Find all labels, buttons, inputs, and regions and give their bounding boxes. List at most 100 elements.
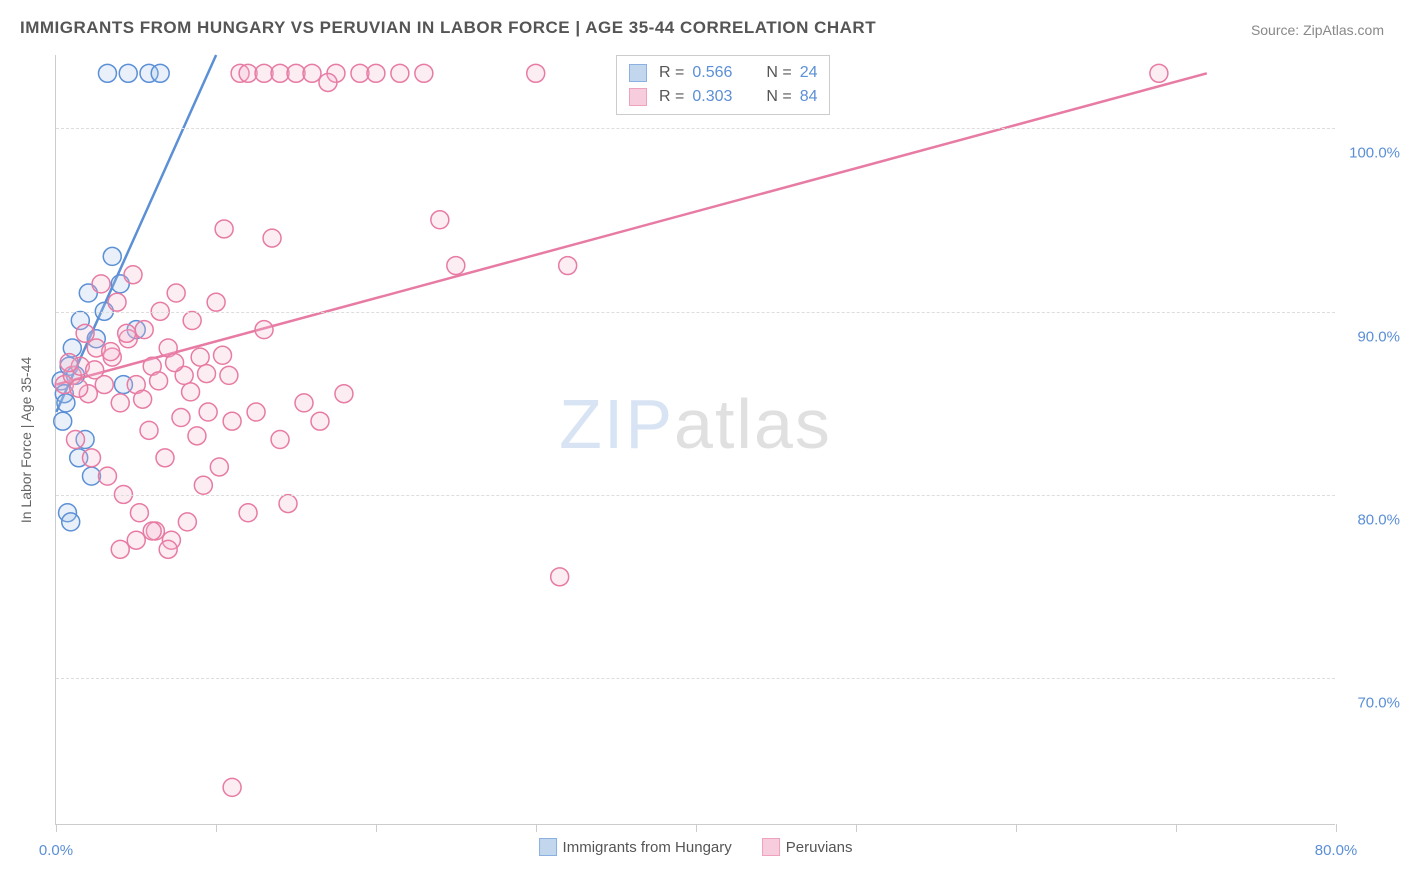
data-point-peruvian [191, 348, 209, 366]
data-point-peruvian [98, 467, 116, 485]
data-point-peruvian [215, 220, 233, 238]
data-point-hungary [151, 64, 169, 82]
data-point-peruvian [335, 385, 353, 403]
r-label: R = [659, 61, 684, 85]
data-point-hungary [57, 394, 75, 412]
data-point-peruvian [239, 504, 257, 522]
data-point-peruvian [76, 324, 94, 342]
data-point-peruvian [150, 372, 168, 390]
legend-label: Peruvians [786, 839, 853, 856]
data-point-peruvian [183, 311, 201, 329]
data-point-peruvian [1150, 64, 1168, 82]
data-point-peruvian [551, 568, 569, 586]
data-point-peruvian [559, 257, 577, 275]
gridline [56, 495, 1335, 496]
data-point-peruvian [124, 266, 142, 284]
data-point-peruvian [111, 394, 129, 412]
y-axis-label: In Labor Force | Age 35-44 [18, 356, 34, 522]
data-point-peruvian [134, 390, 152, 408]
x-tick [56, 824, 57, 832]
data-point-peruvian [271, 431, 289, 449]
data-point-peruvian [431, 211, 449, 229]
data-point-peruvian [118, 324, 136, 342]
data-point-peruvian [319, 73, 337, 91]
data-point-hungary [98, 64, 116, 82]
data-point-peruvian [86, 361, 104, 379]
data-point-peruvian [111, 540, 129, 558]
data-point-peruvian [130, 504, 148, 522]
y-tick-label: 90.0% [1357, 328, 1400, 345]
data-point-peruvian [178, 513, 196, 531]
data-point-peruvian [527, 64, 545, 82]
legend-correlation-box: R = 0.566 N = 24 R = 0.303 N = 84 [616, 55, 830, 115]
legend-swatch-icon [629, 64, 647, 82]
data-point-peruvian [263, 229, 281, 247]
data-point-hungary [54, 412, 72, 430]
data-point-peruvian [143, 522, 161, 540]
data-point-peruvian [303, 64, 321, 82]
data-point-peruvian [210, 458, 228, 476]
data-point-peruvian [367, 64, 385, 82]
data-point-peruvian [92, 275, 110, 293]
r-value: 0.566 [692, 61, 748, 85]
chart-svg [56, 55, 1335, 824]
chart-title: IMMIGRANTS FROM HUNGARY VS PERUVIAN IN L… [20, 18, 876, 38]
x-minor-tick [536, 824, 537, 832]
legend-swatch-icon [762, 838, 780, 856]
data-point-peruvian [447, 257, 465, 275]
data-point-hungary [62, 513, 80, 531]
data-point-peruvian [135, 321, 153, 339]
x-minor-tick [856, 824, 857, 832]
gridline [56, 312, 1335, 313]
x-tick [1336, 824, 1337, 832]
data-point-peruvian [67, 431, 85, 449]
y-tick-label: 70.0% [1357, 695, 1400, 712]
data-point-peruvian [167, 284, 185, 302]
data-point-peruvian [199, 403, 217, 421]
r-label: R = [659, 85, 684, 109]
data-point-peruvian [311, 412, 329, 430]
legend-item-peruvian: Peruvians [762, 838, 853, 856]
data-point-peruvian [127, 531, 145, 549]
data-point-peruvian [60, 354, 78, 372]
n-label: N = [766, 85, 791, 109]
data-point-peruvian [295, 394, 313, 412]
legend-swatch-icon [629, 88, 647, 106]
data-point-peruvian [172, 409, 190, 427]
legend-row-peruvian: R = 0.303 N = 84 [629, 85, 817, 109]
x-tick-label: 0.0% [39, 842, 73, 859]
data-point-hungary [103, 247, 121, 265]
y-tick-label: 80.0% [1357, 512, 1400, 529]
legend-label: Immigrants from Hungary [563, 839, 732, 856]
data-point-peruvian [102, 343, 120, 361]
n-label: N = [766, 61, 791, 85]
data-point-peruvian [214, 346, 232, 364]
n-value: 84 [800, 85, 818, 109]
legend-swatch-icon [539, 838, 557, 856]
legend-item-hungary: Immigrants from Hungary [539, 838, 732, 856]
data-point-peruvian [140, 421, 158, 439]
data-point-peruvian [255, 321, 273, 339]
data-point-peruvian [247, 403, 265, 421]
x-minor-tick [216, 824, 217, 832]
x-minor-tick [1176, 824, 1177, 832]
data-point-peruvian [223, 778, 241, 796]
legend-row-hungary: R = 0.566 N = 24 [629, 61, 817, 85]
source-label: Source: ZipAtlas.com [1251, 22, 1384, 38]
r-value: 0.303 [692, 85, 748, 109]
x-tick [696, 824, 697, 832]
data-point-peruvian [159, 540, 177, 558]
data-point-peruvian [198, 365, 216, 383]
data-point-peruvian [415, 64, 433, 82]
data-point-peruvian [220, 366, 238, 384]
data-point-peruvian [391, 64, 409, 82]
x-minor-tick [376, 824, 377, 832]
x-tick-label: 80.0% [1315, 842, 1358, 859]
data-point-hungary [119, 64, 137, 82]
legend-bottom: Immigrants from Hungary Peruvians [539, 838, 853, 856]
n-value: 24 [800, 61, 818, 85]
gridline [56, 128, 1335, 129]
data-point-peruvian [82, 449, 100, 467]
y-tick-label: 100.0% [1349, 145, 1400, 162]
data-point-peruvian [166, 354, 184, 372]
